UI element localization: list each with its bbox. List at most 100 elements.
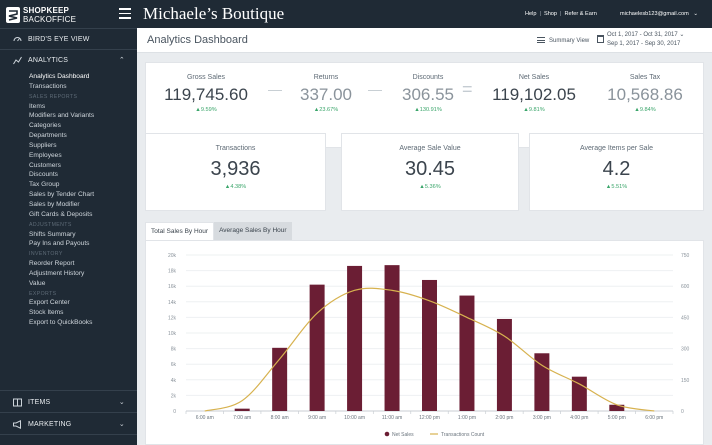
account-menu[interactable]: michaelesb123@gmail.com ⌄	[620, 11, 698, 17]
summary-view-label: Summary View	[549, 37, 590, 44]
shopkeep-logo[interactable]: SHOPKEEP BACKOFFICE	[6, 5, 106, 27]
sidebar-item-transactions[interactable]: Transactions	[29, 82, 67, 90]
y-left-tick-label: 16k	[168, 284, 177, 290]
kpi-value: 337.00	[300, 85, 352, 104]
megaphone-icon	[12, 419, 22, 429]
bar	[347, 265, 363, 411]
sidebar-item-customers[interactable]: Customers	[29, 161, 61, 169]
tab-average-sales-by-hour[interactable]: Average Sales By Hour	[214, 222, 292, 240]
bar	[609, 404, 625, 411]
sidebar: SHOPKEEP BACKOFFICE BIRD'S EYE VIEW ANAL…	[0, 0, 137, 445]
sidebar-item-employees[interactable]: Employees	[29, 151, 62, 159]
sidebar-divider	[0, 390, 137, 391]
sidebar-item-analytics-dashboard[interactable]: Analytics Dashboard	[29, 73, 90, 80]
sidebar-item-discounts[interactable]: Discounts	[29, 171, 58, 179]
kpi-change: ▲4.38%	[224, 184, 247, 190]
x-tick-label: 5:00 pm	[608, 415, 626, 421]
y-right-tick-label: 150	[681, 378, 690, 384]
kpi-change: ▲9.81%	[523, 107, 545, 113]
legend-net-sales-label: Net Sales	[392, 432, 414, 438]
x-tick-label: 6:00 am	[196, 415, 214, 421]
kpi-label: Discounts	[412, 74, 444, 81]
sidebar-item-shifts-summary[interactable]: Shifts Summary	[29, 230, 76, 238]
menu-toggle-icon[interactable]	[119, 8, 131, 19]
sidebar-item-items[interactable]: Items	[29, 102, 46, 110]
sidebar-section-label: ANALYTICS	[28, 56, 69, 64]
kpi-label: Gross Sales	[186, 74, 226, 81]
kpi-value: 30.45	[404, 158, 456, 180]
summary-view-button[interactable]: Summary View	[537, 37, 589, 45]
kpi-value: 10,568.86	[607, 85, 683, 104]
x-tick-label: 11:00 am	[382, 415, 402, 421]
equals-operator: =	[462, 79, 473, 99]
bar	[272, 347, 288, 411]
list-icon	[537, 37, 545, 45]
items-icon	[12, 397, 22, 407]
x-tick-label: 7:00 am	[233, 415, 251, 421]
tab-total-sales-by-hour[interactable]: Total Sales By Hour	[145, 222, 215, 240]
sales-by-hour-chart: 0 2k 4k 6k 8k 10k 12k 14k 16k 18k 20k 0 150 300 450 600…	[145, 240, 704, 445]
calendar-icon	[597, 35, 604, 43]
kpi-sales-tax: Sales Tax 10,568.86 ▲9.84%	[592, 63, 698, 149]
kpi-change: ▲9.84%	[634, 107, 656, 113]
kpi-transactions: Transactions 3,936 ▲4.38%	[145, 133, 326, 211]
sidebar-item-suppliers[interactable]: Suppliers	[29, 141, 57, 149]
sidebar-divider	[0, 28, 137, 29]
help-link[interactable]: Help	[525, 11, 537, 17]
y-right-tick-label: 600	[681, 284, 690, 290]
sidebar-item-adjustment-history[interactable]: Adjustment History	[29, 269, 85, 277]
sidebar-item-value[interactable]: Value	[29, 279, 46, 287]
sidebar-analytics-list: Analytics Dashboard Transactions Sales Rep…	[29, 72, 137, 328]
legend-net-sales-marker	[384, 431, 390, 437]
main-content: Analytics Dashboard Summary View Oct 1, …	[137, 28, 712, 445]
sidebar-section-birds-eye[interactable]: BIRD'S EYE VIEW	[0, 30, 137, 48]
sidebar-section-label: ITEMS	[28, 398, 51, 406]
date-range-picker[interactable]: Oct 1, 2017 - Oct 31, 2017 ⌄ Sep 1, 2017…	[607, 31, 684, 49]
sidebar-section-label: MARKETING	[28, 420, 72, 428]
sales-summary-card: Gross Sales 119,745.60 ▲9.59% — Returns …	[145, 62, 704, 148]
bar	[496, 318, 512, 411]
sidebar-item-modifiers-and-variants[interactable]: Modifiers and Variants	[29, 112, 95, 120]
sidebar-item-export-center[interactable]: Export Center	[29, 299, 70, 307]
y-left-tick-label: 18k	[168, 269, 177, 275]
sidebar-section-marketing[interactable]: MARKETING ⌄	[0, 415, 137, 433]
brand-name-top: SHOPKEEP	[23, 6, 70, 15]
y-left-tick-label: 20k	[168, 253, 177, 259]
sidebar-item-categories[interactable]: Categories	[29, 122, 61, 130]
sidebar-item-sales-by-tender-chart[interactable]: Sales by Tender Chart	[29, 191, 95, 199]
sidebar-section-label: BIRD'S EYE VIEW	[28, 35, 90, 43]
minus-operator: —	[268, 81, 282, 97]
page-title: Analytics Dashboard	[147, 34, 248, 46]
dashboard-icon	[12, 34, 22, 44]
kpi-label: Average Sale Value	[399, 145, 461, 152]
sidebar-item-export-to-quickbooks[interactable]: Export to QuickBooks	[29, 319, 93, 327]
kpi-change: ▲5.36%	[419, 184, 441, 190]
x-tick-label: 12:00 pm	[419, 415, 440, 421]
sidebar-item-stock-items[interactable]: Stock Items	[29, 309, 64, 317]
shop-link[interactable]: Shop	[543, 11, 558, 17]
y-right-tick-label: 450	[681, 315, 690, 321]
chart-tabs: Total Sales By Hour Average Sales By Hou…	[145, 222, 292, 240]
chevron-down-icon: ⌄	[118, 399, 125, 406]
sidebar-item-pay-ins-and-payouts[interactable]: Pay Ins and Payouts	[29, 240, 90, 248]
sidebar-item-tax-group[interactable]: Tax Group	[29, 181, 60, 189]
sidebar-section-items[interactable]: ITEMS ⌄	[0, 393, 137, 411]
date-range-compare: Sep 1, 2017 - Sep 30, 2017	[607, 41, 681, 47]
sidebar-item-departments[interactable]: Departments	[29, 132, 67, 140]
sidebar-item-sales-by-modifier[interactable]: Sales by Modifier	[29, 200, 80, 208]
x-tick-label: 9:00 am	[308, 415, 326, 421]
bar	[422, 279, 437, 411]
sidebar-item-reorder-report[interactable]: Reorder Report	[29, 260, 75, 268]
sidebar-item-gift-cards-deposits[interactable]: Gift Cards & Deposits	[29, 210, 93, 218]
kpi-change: ▲23.67%	[313, 107, 339, 113]
refer-earn-link[interactable]: Refer & Earn	[564, 11, 597, 17]
x-tick-label: 8:00 am	[271, 415, 289, 421]
sidebar-section-analytics[interactable]: ANALYTICS ⌃	[0, 51, 137, 69]
analytics-icon	[12, 55, 22, 65]
chevron-down-icon: ⌄	[118, 421, 125, 428]
bar	[309, 284, 325, 411]
y-right-tick-label: 300	[681, 347, 690, 353]
kpi-returns: Returns 337.00 ▲23.67%	[276, 63, 376, 149]
kpi-average-items-per-sale: Average Items per Sale 4.2 ▲5.51%	[529, 133, 704, 211]
date-range-current: Oct 1, 2017 - Oct 31, 2017 ⌄	[607, 32, 685, 38]
